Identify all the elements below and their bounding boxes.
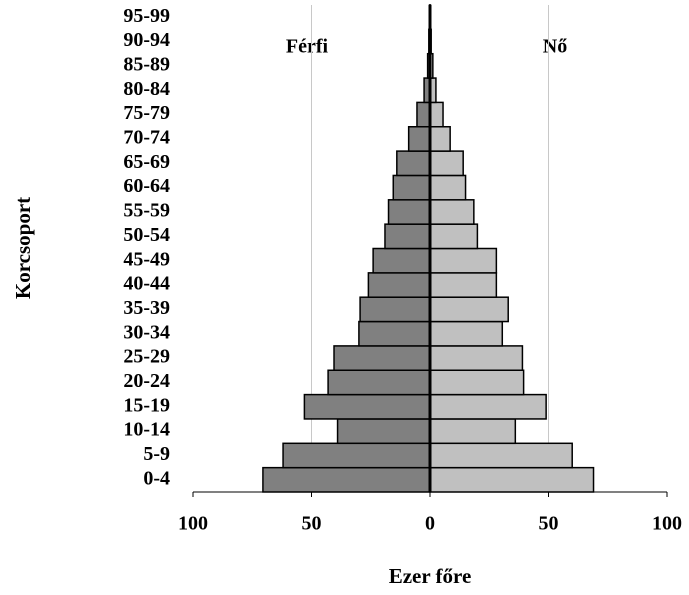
y-tick-label: 15-19 [123,394,170,416]
bar [334,346,430,370]
y-tick-label: 60-64 [123,175,170,197]
y-tick-label: 25-29 [123,346,170,368]
bar [368,273,430,297]
bar [430,419,515,443]
bar [373,249,430,273]
bar [430,322,502,346]
bar [430,443,572,467]
bar [430,346,522,370]
annotation: Férfi [286,36,329,58]
annotation: Nő [543,36,567,58]
bar [328,370,430,394]
y-tick-label: 30-34 [123,321,170,343]
bar [283,443,430,467]
bar [263,468,430,492]
y-tick-label: 95-99 [123,5,170,27]
bar [430,297,508,321]
bar [359,322,430,346]
bar [430,468,594,492]
bar [397,151,430,175]
y-tick-label: 75-79 [123,102,170,124]
bar [409,127,430,151]
x-tick-label: 50 [539,513,559,535]
x-tick-label: 100 [652,513,682,535]
bar [430,175,466,199]
y-tick-label: 90-94 [123,29,170,51]
bar [430,395,546,419]
bar [430,200,474,224]
bar [389,200,430,224]
y-tick-label: 40-44 [123,273,170,295]
x-axis-label: Ezer főre [389,564,472,588]
y-tick-label: 0-4 [143,467,170,489]
bar [417,102,430,126]
y-axis-label: Korcsoport [11,197,35,299]
bar [430,224,477,248]
bar [385,224,430,248]
bar [430,273,496,297]
y-tick-label: 55-59 [123,200,170,222]
y-tick-label: 45-49 [123,248,170,270]
bar [430,102,443,126]
y-tick-label: 5-9 [143,443,170,465]
y-tick-label: 70-74 [123,127,170,149]
y-tick-label: 65-69 [123,151,170,173]
x-tick-label: 50 [302,513,322,535]
bar [393,175,430,199]
y-tick-label: 35-39 [123,297,170,319]
bar [338,419,430,443]
y-tick-label: 85-89 [123,53,170,75]
bar [430,249,496,273]
bar [430,370,524,394]
bar [430,127,450,151]
x-tick-label: 100 [178,513,208,535]
y-tick-label: 20-24 [123,370,170,392]
y-tick-label: 80-84 [123,78,170,100]
y-tick-label: 10-14 [123,419,170,441]
bar [304,395,430,419]
y-tick-label: 50-54 [123,224,170,246]
x-tick-label: 0 [425,513,435,535]
bar [360,297,430,321]
bar [430,151,463,175]
